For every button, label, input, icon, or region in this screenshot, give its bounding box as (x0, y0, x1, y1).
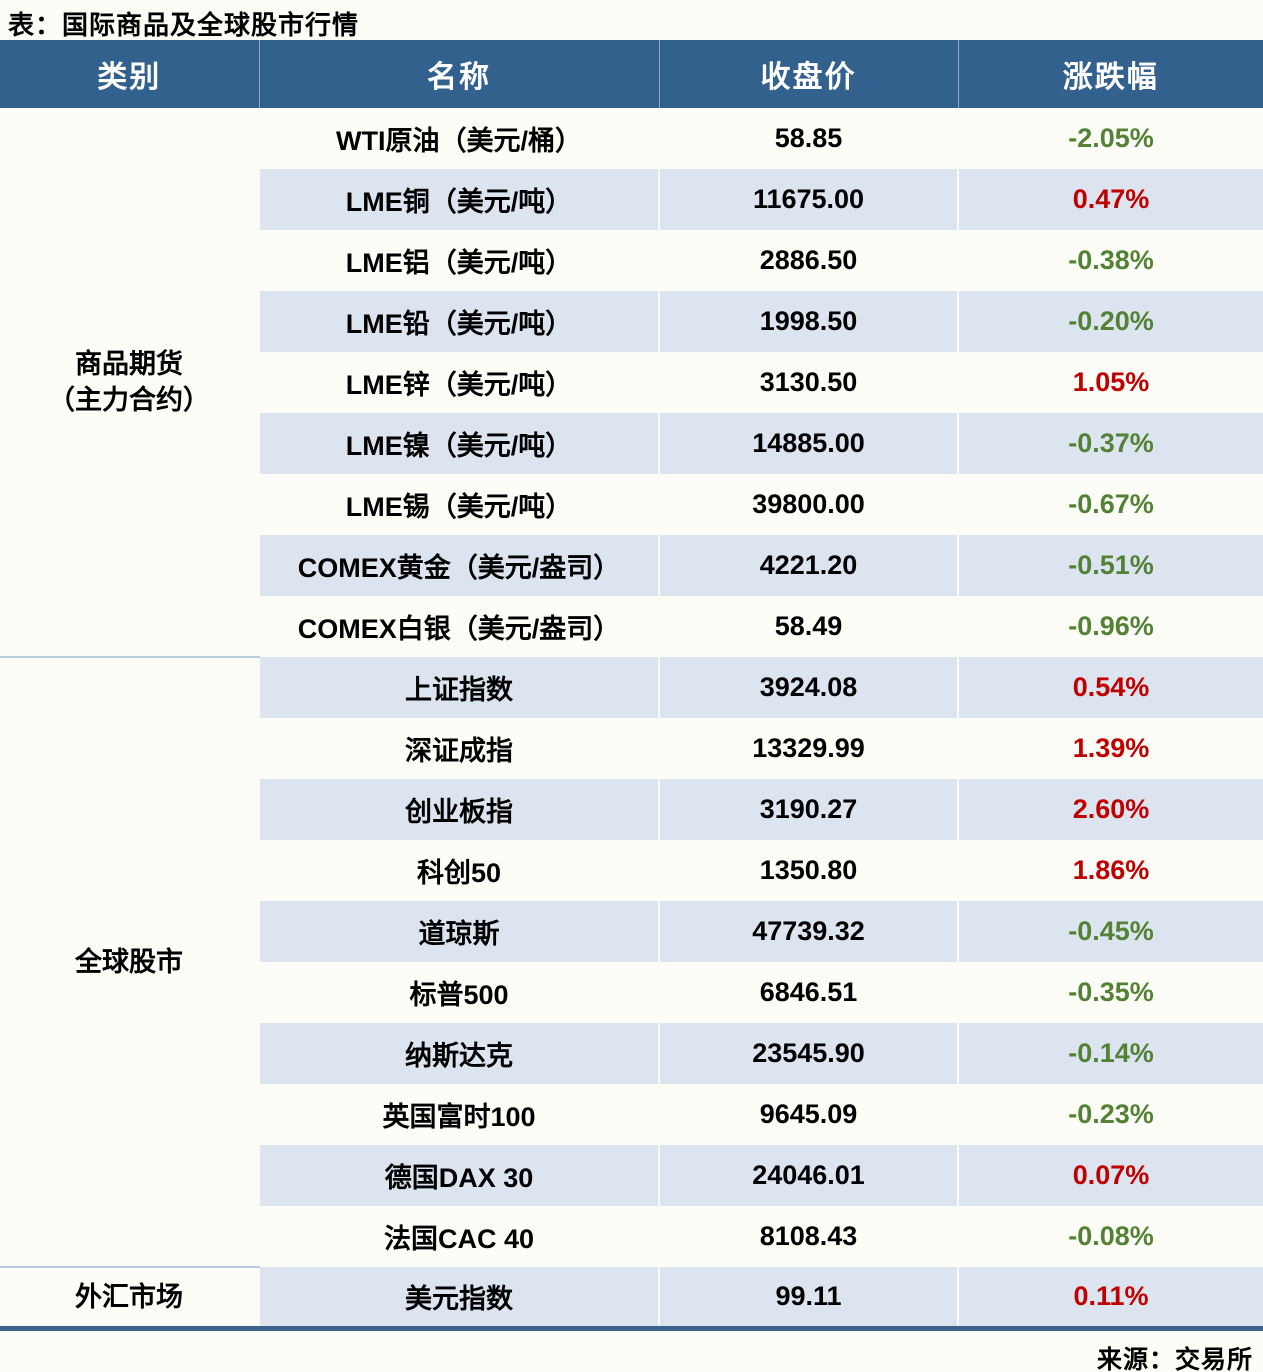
closing-price: 3190.27 (658, 779, 958, 840)
instrument-name: WTI原油（美元/桶） (258, 108, 659, 169)
column-header-close: 收盘价 (658, 40, 958, 108)
change-percent: -0.45% (957, 901, 1263, 962)
table-row: LME锡（美元/吨） 39800.00 -0.67% (0, 474, 1263, 535)
change-percent: -0.35% (957, 962, 1263, 1023)
closing-price: 11675.00 (658, 169, 958, 230)
table-row: 商品期货 （主力合约） WTI原油（美元/桶） 58.85 -2.05% (0, 108, 1263, 658)
change-percent: 1.86% (957, 840, 1263, 901)
closing-price: 8108.43 (658, 1206, 958, 1267)
instrument-name: COMEX白银（美元/盎司） (258, 596, 659, 657)
change-percent: -0.96% (957, 596, 1263, 657)
change-percent: 2.60% (957, 779, 1263, 840)
instrument-name: 科创50 (258, 840, 659, 901)
table-row: 法国CAC 40 8108.43 -0.08% (0, 1206, 1263, 1267)
change-percent: 1.05% (957, 352, 1263, 413)
closing-price: 39800.00 (658, 474, 958, 535)
closing-price: 14885.00 (658, 413, 958, 474)
closing-price: 1350.80 (658, 840, 958, 901)
column-header-name: 名称 (258, 40, 659, 108)
change-percent: -0.08% (957, 1206, 1263, 1267)
change-percent: 0.11% (957, 1267, 1263, 1328)
instrument-name: 深证成指 (258, 718, 659, 779)
category-cell: 外汇市场 (0, 1267, 259, 1328)
change-percent: -0.51% (957, 535, 1263, 596)
category-label: （主力合约） (48, 385, 210, 415)
closing-price: 3924.08 (658, 657, 958, 718)
instrument-name: LME铝（美元/吨） (258, 230, 659, 291)
table-row: 德国DAX 30 24046.01 0.07% (0, 1145, 1263, 1206)
closing-price: 58.85 (658, 108, 958, 169)
category-label: 全球股市 (75, 946, 183, 977)
instrument-name: 道琼斯 (258, 901, 659, 962)
closing-price: 2886.50 (658, 230, 958, 291)
header-row: 类别 名称 收盘价 涨跌幅 (0, 40, 1263, 108)
quote-table: 类别 名称 收盘价 涨跌幅 商品期货 （主力合约） WTI原油（美元/桶） 58.85… (0, 40, 1263, 1331)
table-row: 全球股市 上证指数 3924.08 0.54% (0, 657, 1263, 1268)
closing-price: 24046.01 (658, 1145, 958, 1206)
column-header-category: 类别 (0, 40, 259, 108)
category-cell: 全球股市 (0, 657, 259, 1268)
column-header-change: 涨跌幅 (957, 40, 1263, 108)
table-header: 类别 名称 收盘价 涨跌幅 (0, 40, 1263, 108)
table-row: 深证成指 13329.99 1.39% (0, 718, 1263, 779)
table-row: 纳斯达克 23545.90 -0.14% (0, 1023, 1263, 1084)
table-row: LME锌（美元/吨） 3130.50 1.05% (0, 352, 1263, 413)
change-percent: -0.67% (957, 474, 1263, 535)
table-row: LME铜（美元/吨） 11675.00 0.47% (0, 169, 1263, 230)
instrument-name: LME铜（美元/吨） (258, 169, 659, 230)
instrument-name: 德国DAX 30 (258, 1145, 659, 1206)
instrument-name: 美元指数 (258, 1267, 659, 1328)
closing-price: 58.49 (658, 596, 958, 657)
table-row: 英国富时100 9645.09 -0.23% (0, 1084, 1263, 1145)
category-label: 商品期货 (75, 348, 183, 379)
source-note: 来源：交易所 (1096, 1345, 1253, 1372)
change-percent: 0.54% (957, 657, 1263, 718)
category-cell: 商品期货 （主力合约） (0, 108, 259, 658)
instrument-name: 标普500 (258, 962, 659, 1023)
table-row: COMEX白银（美元/盎司） 58.49 -0.96% (0, 596, 1263, 657)
instrument-name: LME锡（美元/吨） (258, 474, 659, 535)
table-row: 道琼斯 47739.32 -0.45% (0, 901, 1263, 962)
table-row: 外汇市场 美元指数 99.11 0.11% (0, 1267, 1263, 1328)
instrument-name: LME铅（美元/吨） (258, 291, 659, 352)
instrument-name: 上证指数 (258, 657, 659, 718)
change-percent: -2.05% (957, 108, 1263, 169)
change-percent: 0.07% (957, 1145, 1263, 1206)
table-row: LME铅（美元/吨） 1998.50 -0.20% (0, 291, 1263, 352)
change-percent: -0.37% (957, 413, 1263, 474)
table-row: LME铝（美元/吨） 2886.50 -0.38% (0, 230, 1263, 291)
table-body: 商品期货 （主力合约） WTI原油（美元/桶） 58.85 -2.05% LME铜（美元/… (0, 108, 1263, 1328)
closing-price: 9645.09 (658, 1084, 958, 1145)
closing-price: 13329.99 (658, 718, 958, 779)
change-percent: -0.14% (957, 1023, 1263, 1084)
table-row: LME镍（美元/吨） 14885.00 -0.37% (0, 413, 1263, 474)
table-row: 创业板指 3190.27 2.60% (0, 779, 1263, 840)
category-label: 外汇市场 (75, 1281, 183, 1312)
instrument-name: LME锌（美元/吨） (258, 352, 659, 413)
change-percent: -0.20% (957, 291, 1263, 352)
table-row: 科创50 1350.80 1.86% (0, 840, 1263, 901)
closing-price: 4221.20 (658, 535, 958, 596)
change-percent: -0.38% (957, 230, 1263, 291)
change-percent: 0.47% (957, 169, 1263, 230)
instrument-name: 创业板指 (258, 779, 659, 840)
instrument-name: 英国富时100 (258, 1084, 659, 1145)
closing-price: 23545.90 (658, 1023, 958, 1084)
table-row: 标普500 6846.51 -0.35% (0, 962, 1263, 1023)
change-percent: -0.23% (957, 1084, 1263, 1145)
instrument-name: LME镍（美元/吨） (258, 413, 659, 474)
closing-price: 1998.50 (658, 291, 958, 352)
instrument-name: COMEX黄金（美元/盎司） (258, 535, 659, 596)
table-row: COMEX黄金（美元/盎司） 4221.20 -0.51% (0, 535, 1263, 596)
closing-price: 3130.50 (658, 352, 958, 413)
instrument-name: 法国CAC 40 (258, 1206, 659, 1267)
change-percent: 1.39% (957, 718, 1263, 779)
instrument-name: 纳斯达克 (258, 1023, 659, 1084)
closing-price: 99.11 (658, 1267, 958, 1328)
page-title: 表：国际商品及全球股市行情 (8, 10, 360, 40)
closing-price: 6846.51 (658, 962, 958, 1023)
closing-price: 47739.32 (658, 901, 958, 962)
